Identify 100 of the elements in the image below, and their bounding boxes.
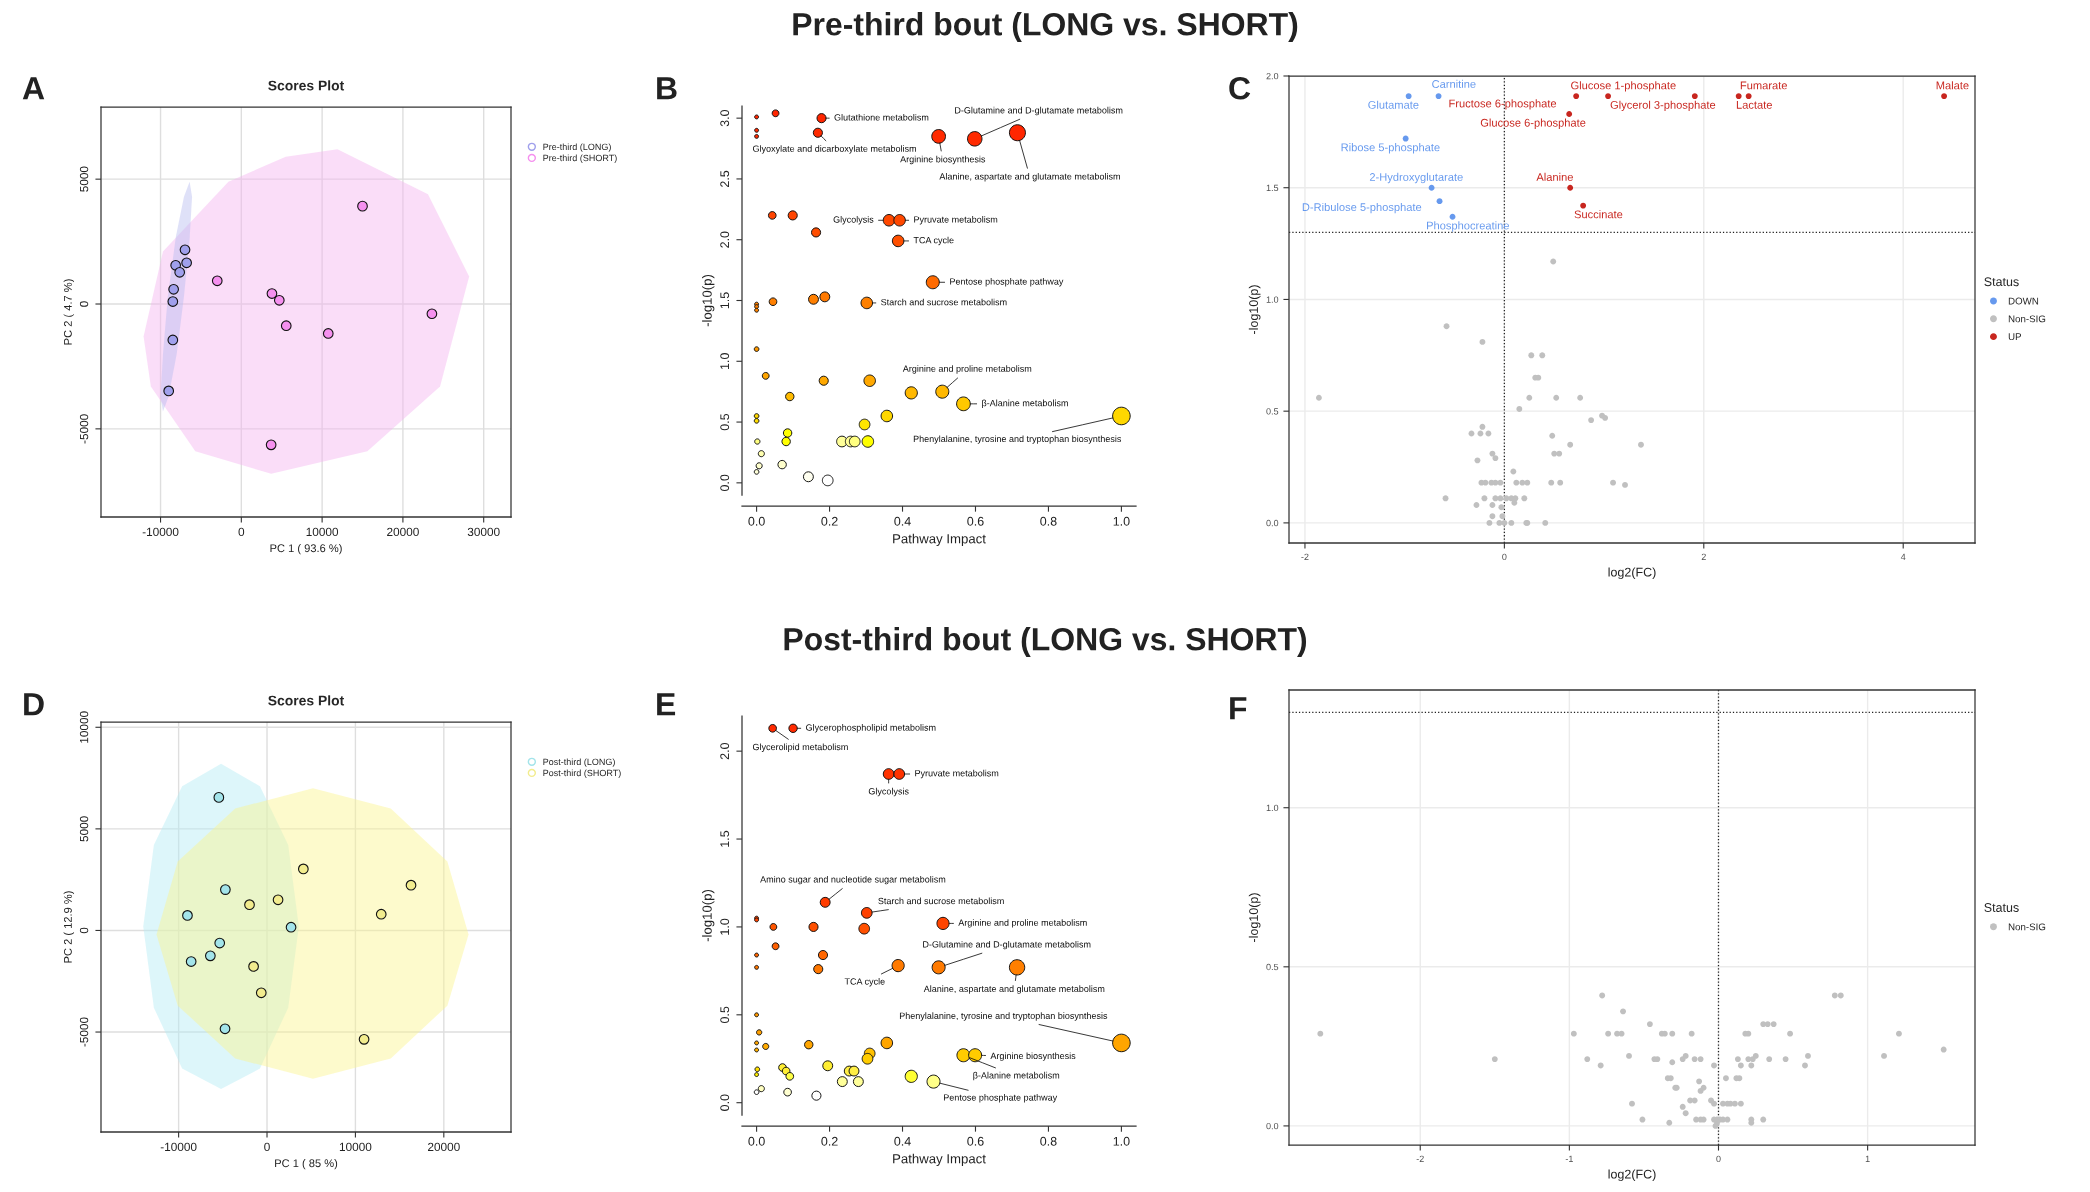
annotation: D-Ribulose 5-phosphate — [1302, 202, 1422, 214]
y-tick-label: 5000 — [79, 166, 89, 192]
x-tick-label: -2 — [1301, 553, 1309, 560]
x-tick-label: 0.4 — [894, 516, 911, 526]
x-tick-label: 0 — [238, 527, 245, 537]
text: Post-third bout (LONG vs. SHORT) — [784, 627, 1307, 657]
x-axis-title: Pathway Impact — [893, 533, 986, 547]
annotation: Alanine, aspartate and glutamate metabolism — [939, 172, 1120, 182]
annotation: Pyruvate metabolism — [915, 769, 999, 779]
y-axis-title: -log10(p) — [702, 274, 715, 327]
annotation: Ribose 5-phosphate — [1341, 143, 1440, 154]
x-tick-label: 1.0 — [1113, 516, 1130, 526]
x-tick-label: 4 — [1900, 553, 1906, 560]
x-tick-label: 20000 — [387, 527, 419, 537]
annotation: Alanine — [1536, 172, 1573, 181]
text: A — [22, 77, 45, 100]
text: E — [657, 693, 676, 716]
y-tick-label: 1.0 — [720, 353, 730, 370]
annotation: Glycolysis — [833, 216, 874, 225]
legend-label: Non-SIG — [2008, 923, 2046, 931]
y-tick-label: 0.5 — [720, 1006, 730, 1024]
x-tick-label: 30000 — [467, 527, 500, 537]
annotation: Phenylalanine, tyrosine and tryptophan biosynthesis — [913, 435, 1122, 444]
y-tick-label: 0 — [79, 927, 89, 934]
x-tick-label: -10000 — [160, 1142, 197, 1152]
x-axis-title: PC 1 ( 85 %) — [275, 1158, 338, 1170]
x-tick-label: 0.0 — [748, 516, 765, 526]
legend-label: UP — [2008, 333, 2022, 341]
y-tick-label: 1.0 — [1266, 296, 1279, 303]
text: C — [1229, 76, 1251, 100]
y-tick-label: 2.5 — [720, 170, 730, 187]
y-tick-label: 1.5 — [720, 830, 730, 847]
x-tick-label: 0.4 — [894, 1136, 911, 1146]
x-axis-title: PC 1 ( 93.6 %) — [270, 543, 342, 555]
annotation: Glycerophospholipid metabolism — [806, 724, 936, 733]
y-tick-label: 0.0 — [1266, 1122, 1279, 1130]
y-tick-label: 1.0 — [720, 918, 730, 935]
legend-title: Status — [1984, 903, 2019, 912]
y-tick-label: 2.0 — [1266, 72, 1279, 80]
annotation: Phosphocreatine — [1427, 221, 1510, 232]
y-tick-label: 0.0 — [720, 1094, 730, 1111]
annotation: Alanine, aspartate and glutamate metabolism — [923, 985, 1105, 994]
y-axis-title: PC 2 ( 12.9 %) — [63, 891, 75, 963]
legend-label: Non-SIG — [2008, 315, 2046, 323]
annotation: Malate — [1936, 81, 1969, 90]
annotation: Starch and sucrose metabolism — [881, 298, 1007, 306]
legend-label: Post-third (SHORT) — [543, 769, 621, 778]
x-tick-label: 0.8 — [1040, 516, 1057, 526]
x-axis-title: Pathway Impact — [893, 1153, 986, 1167]
chart-title: Scores Plot — [268, 695, 345, 706]
y-tick-label: -5000 — [79, 414, 89, 444]
y-tick-label: 0.5 — [1266, 963, 1279, 971]
annotation: Pentose phosphate pathway — [943, 1094, 1058, 1103]
annotation: Lactate — [1736, 101, 1772, 109]
annotation: Succinate — [1574, 210, 1623, 219]
chart-title: Scores Plot — [268, 80, 345, 91]
annotation: Glucose 6-phosphate — [1480, 118, 1586, 129]
annotation: Phenylalanine, tyrosine and tryptophan biosynthesis — [899, 1012, 1108, 1021]
legend-title: Status — [1984, 277, 2019, 287]
annotation: Arginine and proline metabolism — [902, 365, 1032, 374]
legend-label: Pre-third (SHORT) — [543, 154, 617, 163]
annotation: TCA cycle — [913, 236, 954, 246]
y-tick-label: 0.5 — [720, 413, 730, 431]
y-tick-label: 2.0 — [720, 231, 730, 248]
annotation: β-Alanine metabolism — [973, 1071, 1060, 1081]
y-axis-title: -log10(p) — [1248, 285, 1261, 334]
x-tick-label: -10000 — [142, 527, 179, 537]
y-tick-label: 5000 — [79, 816, 89, 842]
x-axis-title: log2(FC) — [1608, 567, 1656, 580]
y-axis-title: PC 2 ( 4.7 %) — [63, 279, 75, 345]
annotation: Arginine and proline metabolism — [958, 919, 1087, 928]
x-tick-label: 0.2 — [821, 516, 838, 526]
annotation: Glucose 1-phosphate — [1571, 81, 1676, 92]
annotation: Amino sugar and nucleotide sugar metabolism — [760, 875, 946, 885]
y-tick-label: 2.0 — [720, 742, 730, 760]
annotation: TCA cycle — [844, 978, 885, 987]
y-tick-label: 10000 — [79, 711, 89, 743]
annotation: Arginine biosynthesis — [900, 155, 986, 165]
annotation: D-Glutamine and D-glutamate metabolism — [955, 106, 1123, 116]
x-tick-label: 0.6 — [967, 516, 984, 526]
y-tick-label: -5000 — [79, 1017, 89, 1047]
x-tick-label: 0.2 — [821, 1136, 838, 1146]
annotation: Glycerol 3-phosphate — [1610, 100, 1716, 112]
x-tick-label: 0 — [264, 1142, 270, 1152]
x-tick-label: 1.0 — [1113, 1136, 1130, 1146]
annotation: Fumarate — [1740, 81, 1787, 90]
annotation: Pyruvate metabolism — [914, 216, 998, 225]
text: Pre-third bout (LONG vs. SHORT) — [793, 12, 1298, 42]
annotation: Pentose phosphate pathway — [950, 278, 1064, 287]
annotation: Starch and sucrose metabolism — [878, 897, 1004, 905]
text: D — [24, 693, 44, 716]
y-tick-label: 1.5 — [720, 292, 730, 309]
legend-label: Post-third (LONG) — [543, 758, 615, 767]
y-axis-title: -log10(p) — [1248, 893, 1261, 942]
annotation: Carnitine — [1432, 79, 1476, 88]
y-tick-label: 3.0 — [720, 109, 730, 127]
annotation: D-Glutamine and D-glutamate metabolism — [923, 940, 1091, 950]
x-tick-label: 0 — [1716, 1155, 1721, 1163]
annotation: Glutamate — [1368, 100, 1419, 109]
annotation: Glycerolipid metabolism — [752, 743, 848, 752]
